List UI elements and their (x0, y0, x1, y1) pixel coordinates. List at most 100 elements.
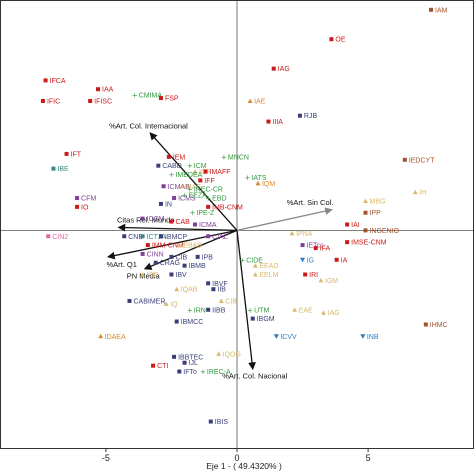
point-label-ibvf: IBVF (212, 281, 228, 288)
point-label-iibb: IIBB (212, 307, 226, 314)
point-label-iib: IIB (217, 287, 226, 294)
point-imse-cnm (345, 240, 350, 245)
point-label-irn: IRN (194, 307, 206, 314)
point-iq (163, 301, 169, 306)
point-label-cti: CTI (157, 363, 168, 370)
point-utm: + (247, 306, 253, 314)
x-axis-ticks: -5 0 5 (102, 448, 371, 463)
point-label-ebas: EBAS (183, 243, 202, 250)
point-label-cib: CIB (175, 254, 187, 261)
point-iib (211, 287, 216, 292)
point-label-iats: IATS (251, 175, 266, 182)
point-ietcc (300, 243, 305, 248)
point-label-icmab: ICMAB (168, 184, 191, 191)
point-iedcyt (402, 157, 407, 162)
point-eelm (252, 272, 258, 277)
point-cinn (140, 251, 145, 256)
point-oe (329, 37, 334, 42)
point-iccm (140, 216, 145, 221)
point-ihmc (423, 322, 428, 327)
point-label-cial: CIAL (212, 234, 228, 241)
vector-label-art-q1: %Art. Q1 (107, 260, 137, 269)
point-irec-cr: + (187, 186, 193, 194)
point-label-mbg: MBG (369, 198, 385, 205)
point-io (75, 204, 80, 209)
point-ibmcp (158, 234, 163, 239)
vector-citas-rel-mundo (117, 223, 238, 232)
point-label-iag: IAG (328, 310, 340, 317)
point-label-in: IN (165, 201, 172, 208)
point-irec-a: + (200, 368, 206, 376)
point-label-iqm: IQM (262, 181, 275, 188)
point-label-ia: IA (341, 257, 348, 264)
point-cab (169, 219, 174, 224)
point-cnb (122, 234, 127, 239)
point-label-ibv: IBV (175, 272, 187, 279)
vector-art-col-internacional (149, 132, 238, 231)
point-ibvf (206, 281, 211, 286)
point-inb (360, 334, 366, 339)
point-ih (412, 189, 418, 195)
point-cial (206, 234, 211, 239)
point-ibgm (250, 316, 255, 321)
point-label-ipna: IPNA (296, 231, 313, 238)
point-label-iri: IRI (309, 272, 318, 279)
point-label-ictja: ICTJA (147, 234, 167, 241)
point-icmab (161, 184, 166, 189)
point-label-ibis: IBIS (215, 419, 229, 426)
point-ibv (169, 272, 174, 277)
point-label-iaa: IAA (102, 87, 114, 94)
vector-label-art-col-internacional: %Art. Col. Internacional (109, 121, 188, 130)
point-iam (429, 7, 434, 12)
point-label-eelm: EELM (259, 272, 278, 279)
point-iri (303, 272, 308, 277)
point-ibbtec (172, 354, 177, 359)
point-cin2 (46, 234, 51, 239)
point-maf (179, 183, 185, 189)
point-iqog (216, 351, 222, 356)
point-iag (321, 310, 326, 315)
point-label-ebd: EBD (212, 196, 226, 203)
point-label-ipe-z: IPE-Z (196, 210, 215, 217)
point-imm-cnm (145, 243, 150, 248)
point-label-irec-a: IREC-A (207, 369, 231, 376)
point-label-rjb: RJB (304, 113, 318, 120)
point-label-cmima: CMIMA (139, 93, 163, 100)
point-iaa (96, 87, 101, 92)
point-label-imm-cnm: IMM-CNM (152, 243, 184, 250)
point-label-irec-cr: IREC-CR (194, 187, 223, 194)
vector-art-sin-col (236, 207, 333, 232)
point-label-ific: IFIC (47, 98, 60, 105)
point-ift (64, 151, 69, 156)
point-label-iae: IAE (254, 98, 266, 105)
point-ipp (363, 210, 368, 215)
point-idaea (98, 333, 104, 339)
point-label-ih: IH (419, 190, 426, 197)
point-label-icvv: ICVV (280, 334, 297, 341)
point-icvv (273, 334, 279, 339)
point-icp (140, 272, 145, 277)
point-iae (247, 98, 253, 103)
vector-pn-media (143, 229, 238, 270)
point-label-imb-cnm: IMB-CNM (212, 204, 243, 211)
point-label-cib: CIB (225, 298, 237, 305)
point-label-ift: IFT (71, 151, 82, 158)
point-cib (218, 298, 224, 303)
point-in (158, 201, 163, 206)
point-ifa (313, 246, 318, 251)
point-rjb (297, 113, 302, 118)
point-label-imse-cnm: IMSE-CNM (351, 240, 387, 247)
point-label-iq: IQ (170, 301, 178, 308)
point-label-iqab: IQAB (181, 287, 198, 294)
point-ibmcc (174, 319, 179, 324)
point-label-cinn: CINN (147, 251, 164, 258)
point-ictja (140, 234, 145, 239)
point-fsp (158, 96, 163, 101)
point-cabimer (127, 298, 132, 303)
point-label-igm: IGM (325, 278, 338, 285)
point-label-fsp: FSP (165, 96, 179, 103)
point-label-icma: ICMA (199, 222, 217, 229)
point-igm (318, 277, 324, 283)
point-label-icms: ICMS (178, 196, 196, 203)
